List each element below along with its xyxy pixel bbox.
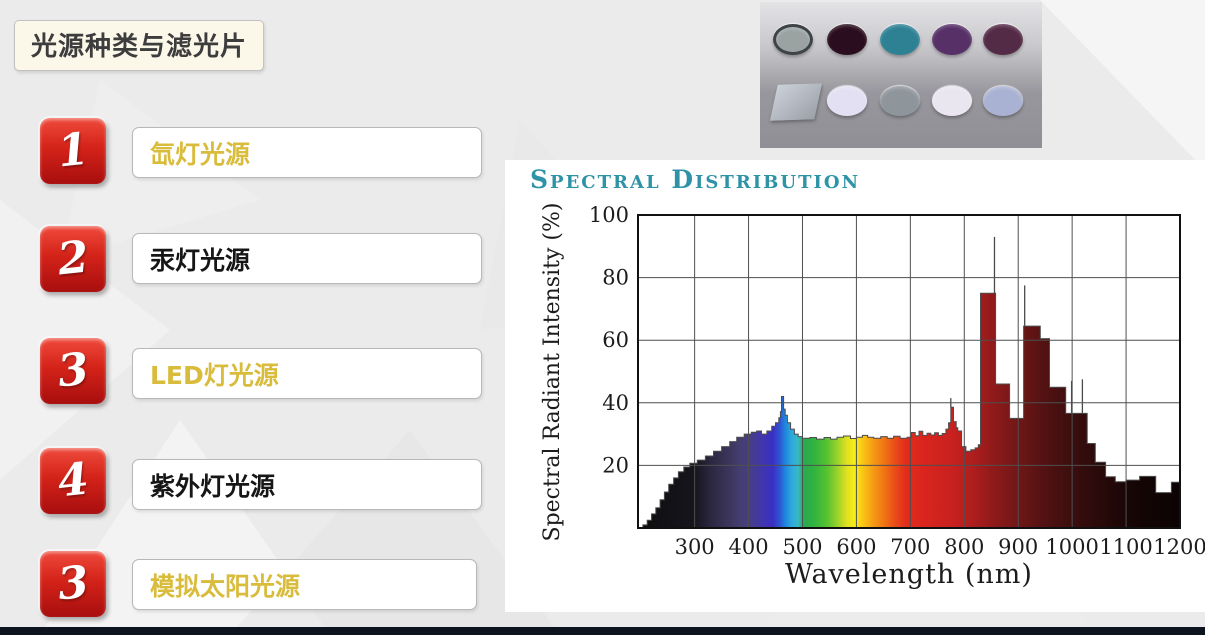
item-4-label: 紫外灯光源	[150, 471, 276, 501]
x-tick-label: 600	[836, 535, 876, 559]
item-2-number: 2	[55, 231, 91, 286]
light-blue-filter	[983, 86, 1023, 116]
y-tick-label: 20	[602, 453, 629, 477]
item-2-label-box: 汞灯光源	[132, 233, 482, 284]
item-5-label-box: 模拟太阳光源	[132, 559, 477, 610]
white-lavender-filter	[827, 86, 867, 116]
slide-title-box: 光源种类与滤光片	[14, 20, 265, 71]
item-1-label: 氙灯光源	[150, 139, 251, 169]
y-tick-label: 60	[602, 328, 629, 352]
item-3-label: LED灯光源	[150, 360, 279, 390]
spectral-distribution-plot: 300 400 500 600 700 800 900 1000 1100 1200 20 40 60 8…	[589, 203, 1205, 559]
y-tick-label: 80	[602, 266, 629, 290]
gray-nd-filter	[773, 24, 813, 55]
x-tick-label: 1100	[1099, 535, 1152, 559]
item-1-number-badge: 1	[40, 118, 106, 184]
item-4-number: 4	[55, 453, 91, 508]
slide-title: 光源种类与滤光片	[31, 32, 248, 62]
dark-maroon-filter	[827, 24, 867, 55]
item-3-number: 3	[55, 343, 91, 398]
item-3-number-badge: 3	[40, 338, 106, 404]
spectrum-envelope-line	[638, 292, 1180, 529]
y-tick-label: 100	[589, 203, 629, 227]
x-tick-label: 800	[944, 535, 984, 559]
gray-filter	[880, 86, 920, 116]
gray-square-filter	[769, 83, 823, 121]
y-tick-label: 40	[602, 391, 629, 415]
item-1-number: 1	[55, 123, 91, 178]
spectral-chart-panel: Spectral Distribution 300 400 500 600 700 800…	[505, 160, 1205, 612]
item-4-label-box: 紫外灯光源	[132, 459, 482, 510]
x-tick-label: 1200	[1153, 535, 1205, 559]
item-5-label: 模拟太阳光源	[150, 571, 301, 601]
slide-footer-bar	[0, 627, 1205, 635]
x-tick-label: 700	[890, 535, 930, 559]
item-4-number-badge: 4	[40, 448, 106, 514]
chart-title: Spectral Distribution	[530, 165, 861, 194]
optical-filters-image	[760, 2, 1042, 148]
item-2-label: 汞灯光源	[150, 245, 251, 275]
item-1-label-box: 氙灯光源	[132, 127, 482, 178]
item-3-label-box: LED灯光源	[132, 348, 482, 399]
x-tick-label: 500	[782, 535, 822, 559]
x-tick-label: 1000	[1045, 535, 1098, 559]
white-filter	[932, 86, 972, 116]
plum-filter	[983, 24, 1023, 55]
item-5-number-badge: 3	[40, 551, 106, 617]
purple-filter	[932, 24, 972, 55]
x-axis-label: Wavelength (nm)	[785, 559, 1033, 590]
spectrum-area	[638, 293, 1180, 528]
x-tick-label: 400	[729, 535, 769, 559]
x-tick-label: 300	[675, 535, 715, 559]
teal-filter	[880, 24, 920, 55]
plot-border	[637, 214, 1181, 529]
x-tick-label: 900	[998, 535, 1038, 559]
item-2-number-badge: 2	[40, 226, 106, 292]
item-5-number: 3	[55, 556, 91, 611]
y-axis-label: Spectral Radiant Intensity (%)	[540, 202, 565, 542]
